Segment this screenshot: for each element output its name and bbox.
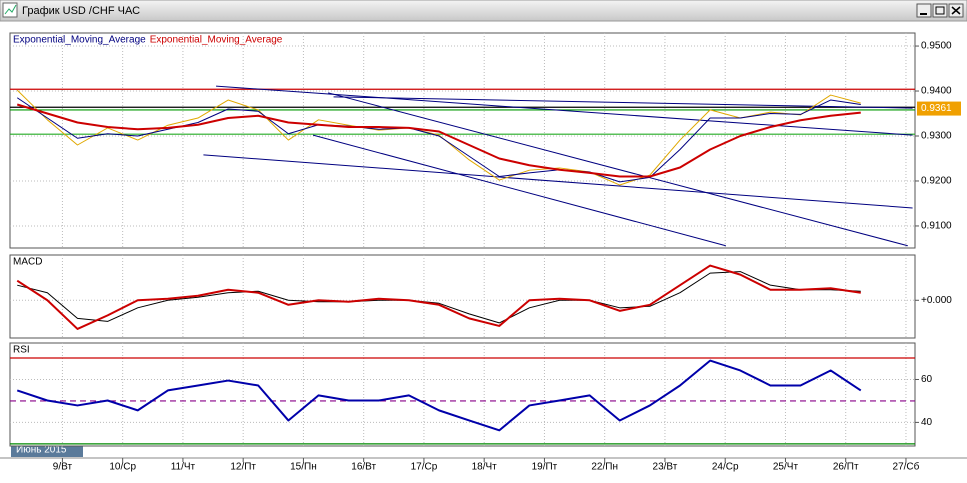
panel-label: MACD	[13, 257, 42, 268]
series-line	[16, 103, 861, 178]
last-price-label: 0.9361	[921, 103, 952, 114]
x-tick-label: 11/Чт	[171, 462, 196, 473]
x-tick-label: 24/Ср	[712, 462, 739, 473]
window-title: График USD /CHF ЧАС	[22, 5, 140, 17]
trend-line	[203, 154, 913, 209]
x-tick-label: 15/Пн	[290, 462, 317, 473]
y-tick-label: 0.9200	[921, 176, 952, 187]
series-line	[16, 97, 861, 183]
maximize-glyph	[935, 6, 945, 15]
x-tick-label: 9/Вт	[53, 462, 73, 473]
series-line	[16, 264, 861, 330]
x-tick-label: 22/Пн	[591, 462, 618, 473]
x-tick-label: 25/Чт	[773, 462, 799, 473]
y-tick-label: 0.9100	[921, 221, 952, 232]
panel-label: RSI	[13, 345, 30, 356]
legend-entry: Exponential_Moving_Average	[150, 35, 283, 46]
x-tick-label: 26/Пт	[833, 462, 859, 473]
window-buttons[interactable]	[916, 3, 964, 18]
minimize-button[interactable]	[916, 3, 932, 18]
window-icon-glyph	[4, 4, 17, 15]
panel-frame	[9, 254, 916, 339]
close-glyph	[951, 6, 961, 15]
x-tick-label: 10/Ср	[109, 462, 136, 473]
x-tick-label: 17/Ср	[411, 462, 438, 473]
maximize-button[interactable]	[932, 3, 948, 18]
trend-line	[333, 96, 913, 109]
x-tick-label: 18/Чт	[472, 462, 498, 473]
trend-line	[312, 134, 726, 247]
x-tick-label: 16/Вт	[351, 462, 376, 473]
trend-line	[328, 92, 908, 247]
y-tick-label: 0.9300	[921, 131, 952, 142]
title-bar	[0, 0, 967, 22]
series-line	[16, 89, 861, 186]
x-tick-label: 19/Пт	[532, 462, 558, 473]
y-tick-label: 0.9400	[921, 86, 952, 97]
y-tick-label: +0.000	[921, 295, 952, 306]
y-tick-label: 60	[921, 374, 933, 385]
panel-frame	[9, 32, 916, 249]
series-line	[16, 359, 862, 432]
legend-entry: Exponential_Moving_Average	[13, 35, 146, 46]
x-tick-label: 27/Сб	[893, 461, 920, 473]
series-line	[17, 271, 861, 324]
period-label: Июнь 2015	[16, 445, 67, 456]
y-tick-label: 40	[921, 417, 933, 428]
last-price-badge	[917, 101, 961, 116]
x-tick-label: 23/Вт	[653, 462, 678, 473]
y-tick-label: 0.9500	[921, 41, 952, 52]
x-tick-label: 12/Пт	[230, 462, 256, 473]
